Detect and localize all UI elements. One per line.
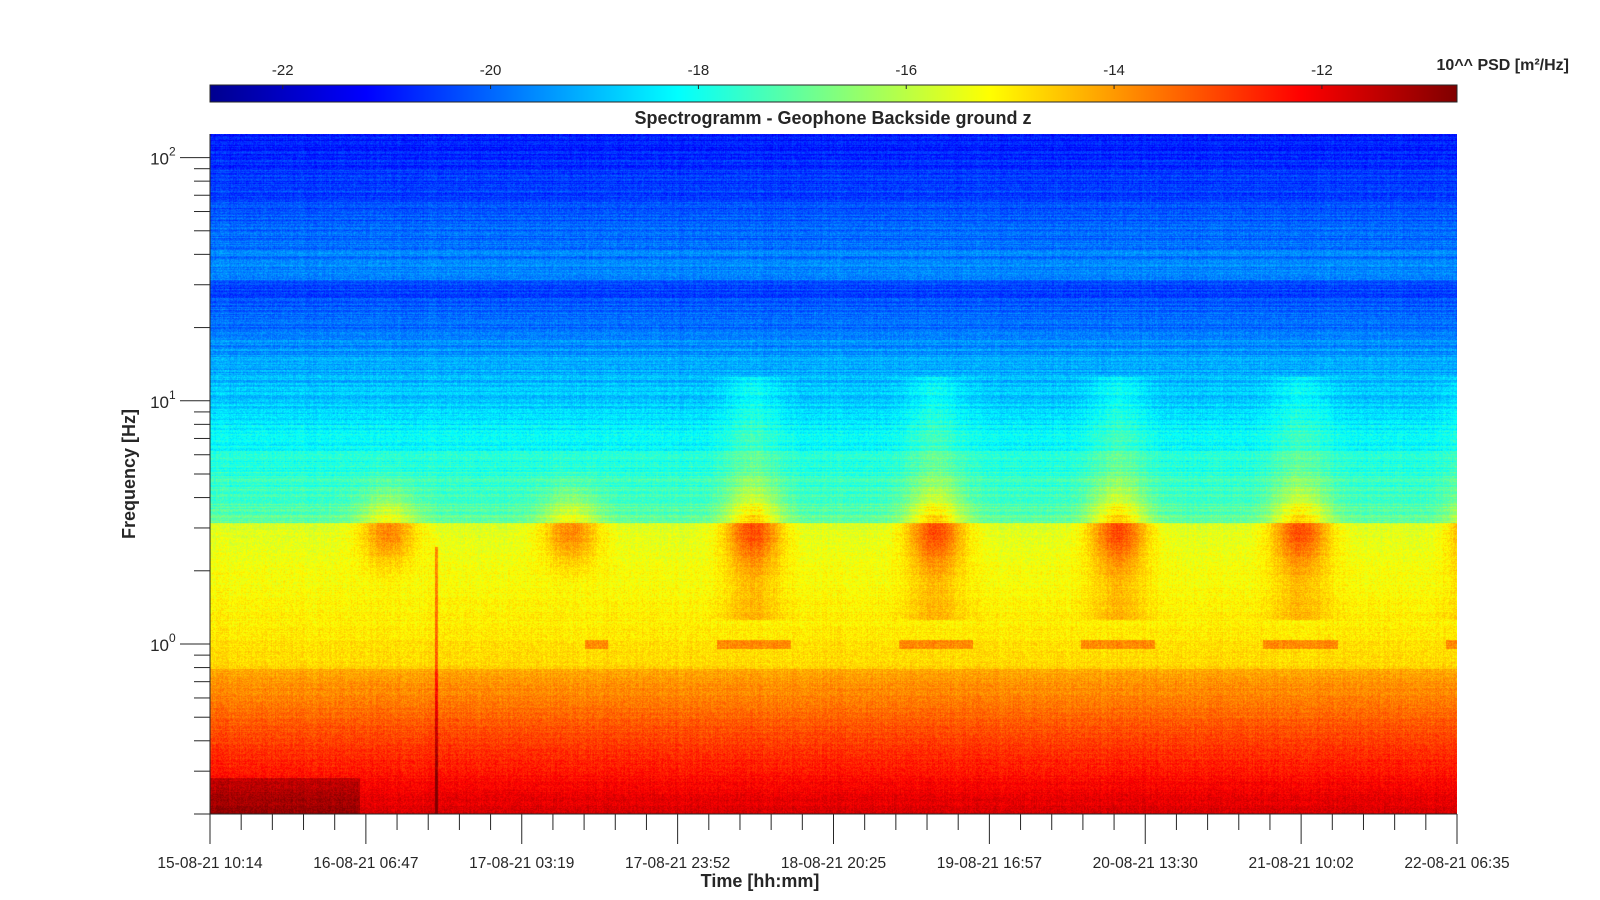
colorbar-gradient [209,84,1458,103]
x-tick-label: 17-08-21 03:19 [469,855,574,872]
colorbar-ticks: -22 -20 -18 -16 -14 -12 [272,62,1333,89]
colorbar-tick-label: -12 [1311,62,1333,79]
x-tick-label: 21-08-21 10:02 [1249,855,1354,872]
y-tick-label: 10 2 [150,145,176,169]
x-tick-label: 18-08-21 20:25 [781,855,886,872]
y-tick-label: 10 1 [150,388,176,412]
y-tick-exponent: 0 [169,631,176,645]
x-tick-label: 19-08-21 16:57 [937,855,1042,872]
chart-title: Spectrogramm - Geophone Backside ground … [634,108,1031,128]
x-axis-label: Time [hh:mm] [701,871,820,891]
spectrogram-image [210,134,1457,814]
x-tick-label: 20-08-21 13:30 [1093,855,1199,872]
y-tick-base: 10 [150,150,169,169]
colorbar-tick-label: -14 [1103,62,1125,79]
colorbar: -22 -20 -18 -16 -14 -12 10^^ PSD [m²/Hz] [209,57,1569,103]
x-tick-label: 15-08-21 10:14 [157,855,263,872]
colorbar-tick-label: -22 [272,62,294,79]
y-tick-label: 10 0 [150,631,176,655]
y-tick-base: 10 [150,636,169,655]
x-tick-label: 22-08-21 06:35 [1404,855,1509,872]
colorbar-tick-label: -16 [895,62,917,79]
colorbar-tick-label: -18 [688,62,710,79]
y-tick-exponent: 2 [169,145,176,159]
y-tick-exponent: 1 [169,388,176,402]
colorbar-label: 10^^ PSD [m²/Hz] [1437,57,1569,74]
x-axis-ticks: 15-08-21 10:14 16-08-21 06:47 17-08-21 03:… [157,813,1510,872]
colorbar-tick-label: -20 [480,62,502,79]
y-tick-base: 10 [150,393,169,412]
x-tick-label: 17-08-21 23:52 [625,855,730,872]
x-tick-label: 16-08-21 06:47 [313,855,418,872]
y-axis-label: Frequency [Hz] [119,409,139,539]
plot-area: 15-08-21 10:14 16-08-21 06:47 17-08-21 03:… [150,134,1510,872]
